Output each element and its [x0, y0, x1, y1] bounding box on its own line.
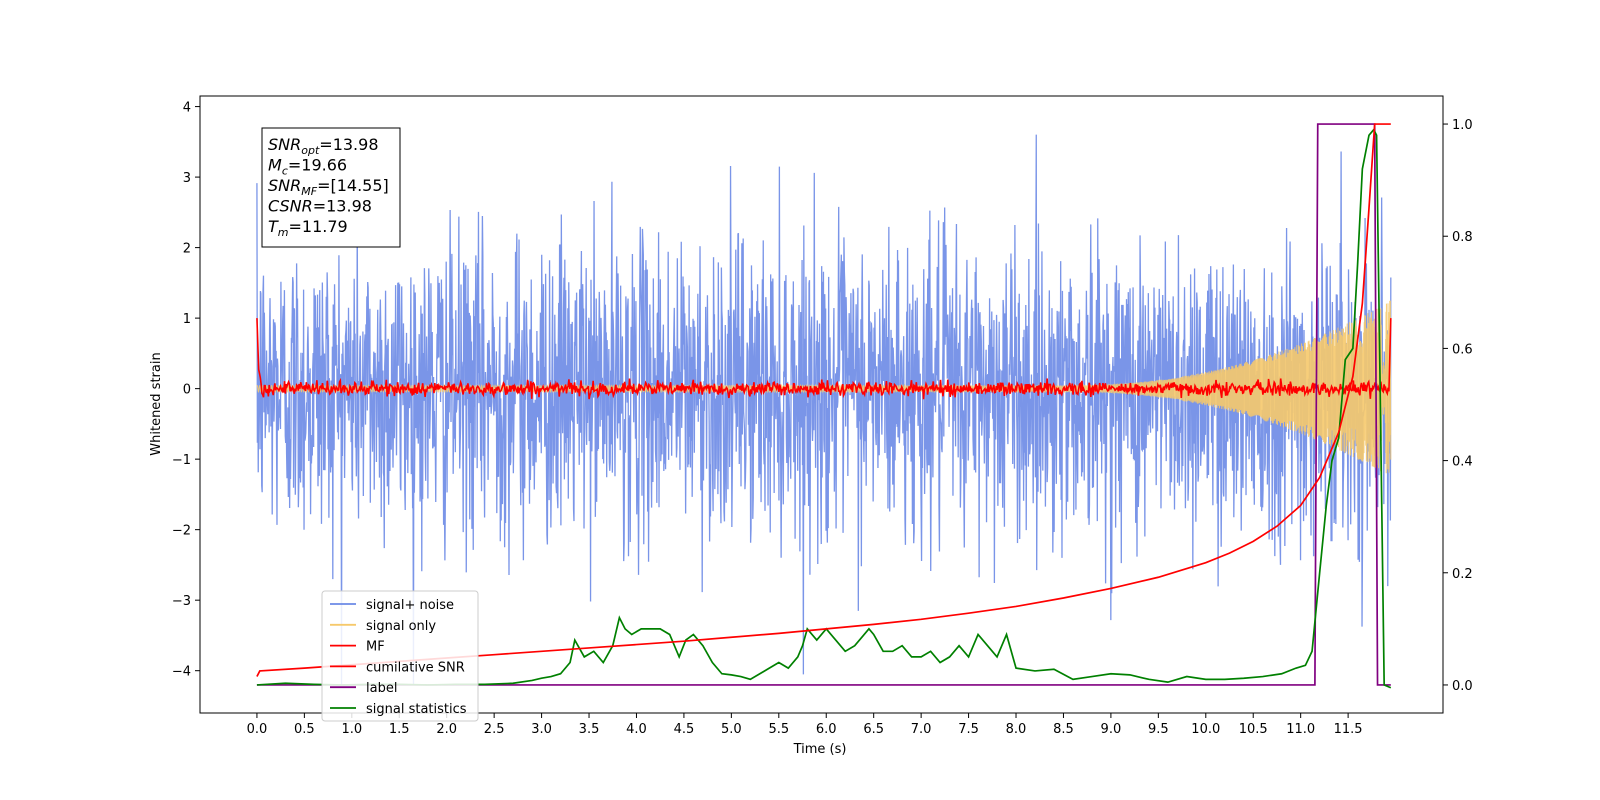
x-tick-label: 0.0	[247, 722, 268, 737]
y-left-tick-label: 1	[183, 312, 191, 327]
x-tick-label: 11.0	[1286, 722, 1315, 737]
signal-only-series	[256, 300, 1392, 474]
y-axis-right-ticks: 1.0 0.8 0.6 0.4 0.2 0.0	[1443, 118, 1473, 694]
legend: signal+ noise signal only MF cumilative SNR…	[321, 590, 479, 722]
legend-label: cumilative SNR	[366, 660, 465, 675]
annotation-line: SNRopt=13.98	[268, 135, 379, 157]
legend-label: signal statistics	[366, 702, 467, 717]
x-tick-label: 6.5	[863, 722, 884, 737]
x-tick-label: 11.5	[1334, 722, 1363, 737]
x-tick-label: 7.0	[911, 722, 932, 737]
legend-label: signal only	[366, 619, 436, 634]
x-tick-label: 1.0	[341, 722, 362, 737]
x-tick-label: 4.0	[626, 722, 647, 737]
mf-series	[256, 318, 1392, 400]
y-axis-left-ticks: 4 3 2 1 0 −1 −2 −3 −4	[172, 101, 200, 680]
x-tick-label: 0.5	[294, 722, 315, 737]
annotation-line: Mc=19.66	[268, 156, 347, 178]
y-right-tick-label: 0.8	[1452, 230, 1473, 245]
y-left-tick-label: −2	[172, 524, 191, 539]
y-right-tick-label: 0.2	[1452, 567, 1473, 582]
label-line	[256, 123, 1391, 686]
x-tick-label: 2.5	[484, 722, 505, 737]
y-left-tick-label: −4	[172, 665, 191, 680]
x-tick-label: 5.0	[721, 722, 742, 737]
x-tick-label: 6.0	[816, 722, 837, 737]
x-tick-label: 3.0	[531, 722, 552, 737]
y-right-tick-label: 0.4	[1452, 455, 1473, 470]
x-tick-label: 4.5	[674, 722, 695, 737]
y-left-tick-label: 0	[183, 383, 191, 398]
y-left-tick-label: −3	[172, 594, 191, 609]
signal-only-line	[256, 300, 1392, 474]
x-tick-label: 8.5	[1053, 722, 1074, 737]
x-tick-label: 8.0	[1006, 722, 1027, 737]
x-axis-label: Time (s)	[793, 742, 847, 757]
y-left-tick-label: 3	[183, 171, 191, 186]
mf-line	[256, 318, 1392, 400]
annotation-line: Tm=11.79	[268, 217, 348, 239]
signal-noise-series	[256, 134, 1392, 685]
y-left-tick-label: 2	[183, 242, 191, 257]
x-axis-ticks: 0.0 0.5 1.0 1.5 2.0 2.5 3.0 3.5 4.0 4.5 5.0 5.5 6.0 6…	[247, 713, 1363, 737]
x-tick-label: 1.5	[389, 722, 410, 737]
annotation-box: SNRopt=13.98Mc=19.66SNRMF=[14.55]CSNR=13…	[261, 127, 401, 248]
y-right-tick-label: 1.0	[1452, 118, 1473, 133]
signal-noise-line	[256, 134, 1392, 685]
plot-frame	[199, 95, 1444, 714]
y-left-tick-label: 4	[183, 101, 191, 116]
y-right-tick-label: 0.6	[1452, 342, 1473, 357]
x-tick-label: 10.0	[1191, 722, 1220, 737]
y-axis-label: Whitened strain	[149, 352, 164, 455]
x-tick-label: 2.0	[436, 722, 457, 737]
x-tick-label: 9.5	[1148, 722, 1169, 737]
signal-statistics-line	[256, 128, 1392, 689]
legend-label: signal+ noise	[366, 598, 454, 613]
y-right-tick-label: 0.0	[1452, 679, 1473, 694]
x-tick-label: 7.5	[958, 722, 979, 737]
annotation-line: CSNR=13.98	[268, 197, 372, 216]
x-tick-label: 9.0	[1101, 722, 1122, 737]
legend-label: label	[366, 681, 397, 696]
x-tick-label: 5.5	[768, 722, 789, 737]
x-tick-label: 10.5	[1239, 722, 1268, 737]
annotation-line: SNRMF=[14.55]	[268, 176, 389, 198]
x-tick-label: 3.5	[579, 722, 600, 737]
legend-label: MF	[366, 640, 385, 655]
y-left-tick-label: −1	[172, 453, 191, 468]
